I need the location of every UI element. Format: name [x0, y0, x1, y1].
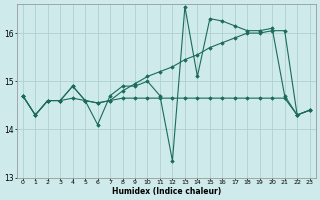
X-axis label: Humidex (Indice chaleur): Humidex (Indice chaleur) — [112, 187, 221, 196]
